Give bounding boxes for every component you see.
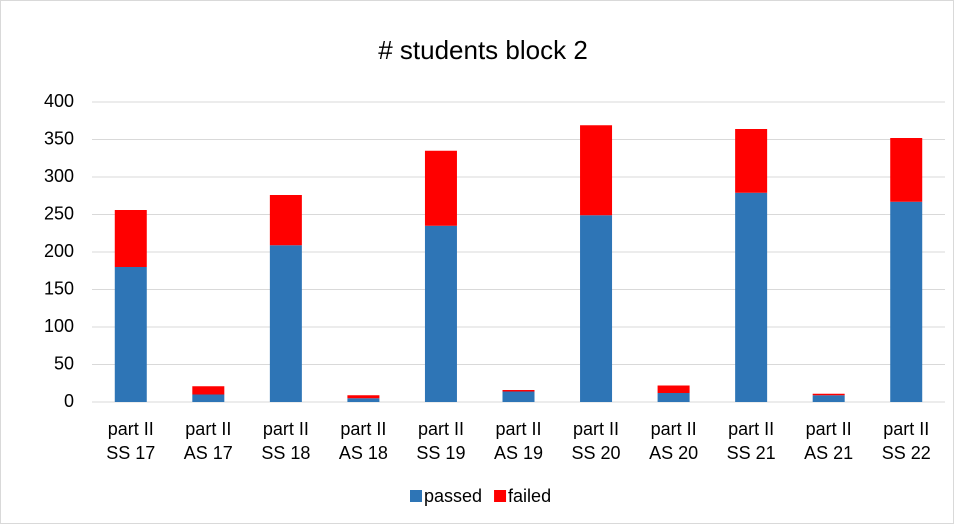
bar-segment — [192, 386, 225, 395]
bar-segment — [735, 192, 768, 402]
x-tick-label: part II SS 17 — [106, 419, 155, 463]
x-tick-label: part II SS 21 — [727, 419, 776, 463]
y-tick-label: 250 — [44, 203, 74, 223]
x-tick-label: part II SS 20 — [572, 419, 621, 463]
bar-segment — [657, 393, 690, 402]
y-tick-label: 300 — [44, 166, 74, 186]
y-tick-label: 50 — [54, 353, 74, 373]
x-tick-label: part II AS 18 — [339, 419, 388, 463]
x-tick-label: part II SS 18 — [261, 419, 310, 463]
bar-segment — [580, 125, 613, 216]
x-tick-label: part II AS 17 — [184, 419, 233, 463]
legend-swatch — [494, 490, 507, 502]
y-tick-label: 0 — [64, 391, 74, 411]
bar-segment — [502, 390, 535, 392]
bar-segment — [347, 398, 380, 402]
x-tick-label: part II AS 19 — [494, 419, 543, 463]
legend-swatch — [410, 490, 422, 502]
bar-segment — [735, 129, 768, 193]
legend-label: passed — [424, 486, 482, 506]
bar-segment — [890, 201, 923, 402]
y-tick-label: 400 — [44, 91, 74, 111]
bar-segment — [812, 393, 845, 396]
y-tick-label: 200 — [44, 241, 74, 261]
bar-segment — [502, 391, 535, 402]
x-tick-label: part II SS 19 — [416, 419, 465, 463]
y-tick-label: 150 — [44, 278, 74, 298]
bar-segment — [192, 394, 225, 402]
bar-segment — [114, 210, 147, 267]
x-tick-label: part II SS 22 — [882, 419, 931, 463]
bar-segment — [812, 395, 845, 402]
y-tick-label: 350 — [44, 128, 74, 148]
bar-segment — [424, 150, 457, 226]
x-tick-label: part II AS 21 — [804, 419, 853, 463]
legend-label: failed — [508, 486, 551, 506]
y-tick-label: 100 — [44, 316, 74, 336]
bar-segment — [114, 267, 147, 402]
bar-segment — [269, 195, 302, 246]
bar-segment — [347, 395, 380, 399]
bar-segment — [890, 138, 923, 202]
bar-segment — [269, 245, 302, 402]
bar-segment — [657, 385, 690, 393]
x-tick-label: part II AS 20 — [649, 419, 698, 463]
bar-segment — [424, 225, 457, 402]
bar-segment — [580, 215, 613, 402]
chart-title: # students block 2 — [378, 35, 588, 65]
